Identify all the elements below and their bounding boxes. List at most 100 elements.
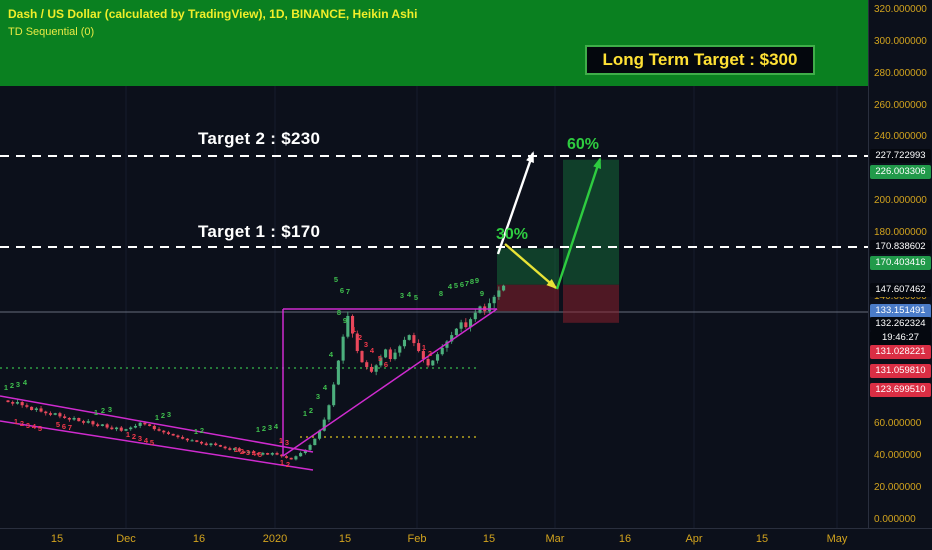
- target-dashed-lines[interactable]: [0, 155, 868, 248]
- svg-text:3: 3: [400, 291, 404, 300]
- svg-text:1: 1: [279, 436, 283, 445]
- time-tick-label: 15: [755, 533, 769, 545]
- svg-text:2: 2: [262, 424, 266, 433]
- svg-text:1: 1: [256, 425, 260, 434]
- svg-text:4: 4: [23, 378, 28, 387]
- chart-svg[interactable]: 1 2 3 41 2 3 4 5 5 6 71 2 31 2 3 4 51 2 31 21 2 3 4 51 2 3 41 31 21 2…: [0, 0, 868, 528]
- svg-text:6: 6: [384, 360, 388, 369]
- svg-text:1: 1: [155, 413, 159, 422]
- svg-text:5: 5: [258, 450, 262, 459]
- svg-text:3: 3: [138, 434, 142, 443]
- time-tick-label: Apr: [685, 533, 703, 545]
- time-tick-label: 15: [338, 533, 352, 545]
- svg-text:1: 1: [280, 458, 284, 467]
- svg-text:3: 3: [364, 340, 368, 349]
- svg-text:2: 2: [10, 381, 14, 390]
- projection-arrows[interactable]: [496, 151, 602, 290]
- svg-text:1: 1: [303, 409, 307, 418]
- td-sequential-numbers: 1 2 3 41 2 3 4 5 5 6 71 2 31 2 3 4 51 2 31 21 2 3 4 51 2 3 41 31 21 2…: [4, 275, 484, 469]
- svg-text:2: 2: [309, 406, 313, 415]
- price-tick-label: 200.000000: [874, 195, 927, 207]
- svg-text:2: 2: [358, 333, 362, 342]
- svg-text:4: 4: [32, 422, 37, 431]
- svg-text:2: 2: [240, 447, 244, 456]
- price-tick-label: 240.000000: [874, 131, 927, 143]
- time-tick-label: 2020: [262, 533, 288, 545]
- svg-text:5: 5: [378, 354, 382, 363]
- svg-text:3: 3: [108, 405, 112, 414]
- svg-text:3: 3: [246, 448, 250, 457]
- svg-text:2: 2: [161, 411, 165, 420]
- target1-label[interactable]: Target 1 : $170: [198, 222, 321, 241]
- price-flag-label: 132.262324: [870, 317, 931, 331]
- price-tick-label: 0.000000: [874, 514, 916, 525]
- svg-text:3: 3: [167, 410, 171, 419]
- pct-60-label[interactable]: 60%: [567, 136, 600, 153]
- price-tick-label: 320.000000: [874, 3, 927, 15]
- svg-text:4: 4: [252, 449, 257, 458]
- svg-text:7: 7: [68, 423, 72, 432]
- svg-text:2: 2: [132, 432, 136, 441]
- time-tick-label: 16: [192, 533, 206, 545]
- header-band: Dash / US Dollar (calculated by TradingV…: [0, 0, 868, 86]
- svg-text:4: 4: [144, 436, 149, 445]
- svg-text:1: 1: [234, 445, 238, 454]
- svg-text:7: 7: [346, 287, 350, 296]
- svg-text:1: 1: [14, 417, 18, 426]
- svg-text:6: 6: [340, 286, 344, 295]
- svg-text:9: 9: [480, 289, 484, 298]
- svg-text:8: 8: [439, 289, 443, 298]
- svg-text:9: 9: [343, 316, 347, 325]
- trend-lines[interactable]: [0, 308, 498, 471]
- price-tick-label: 280.000000: [874, 67, 927, 79]
- price-flag-label: 123.699510: [870, 383, 931, 397]
- time-tick-label: May: [826, 533, 848, 545]
- price-tick-label: 180.000000: [874, 227, 927, 239]
- price-tick-label: 300.000000: [874, 35, 927, 47]
- position-projection-boxes[interactable]: [497, 159, 619, 323]
- time-tick-label: 16: [618, 533, 632, 545]
- price-flag-label: 227.722993: [870, 149, 931, 163]
- price-flag-label: 170.403416: [870, 256, 931, 270]
- price-axis[interactable]: 320.000000 300.000000 280.000000 260.000000…: [868, 0, 932, 528]
- time-tick-label: Dec: [116, 533, 136, 545]
- time-tick-label: Feb: [407, 533, 427, 545]
- svg-text:3: 3: [268, 423, 272, 432]
- price-tick-label: 20.000000: [874, 482, 922, 494]
- long-term-target-label[interactable]: Long Term Target : $300: [585, 45, 815, 75]
- svg-text:2: 2: [101, 406, 105, 415]
- price-flag-label: 226.003306: [870, 165, 931, 179]
- svg-text:4: 4: [448, 282, 453, 291]
- indicator-label[interactable]: TD Sequential (0): [8, 26, 95, 38]
- svg-text:3: 3: [26, 421, 30, 430]
- price-flag-label: 131.059810: [870, 364, 931, 378]
- price-flag-label: 147.607462: [870, 283, 931, 297]
- svg-text:5: 5: [334, 275, 338, 284]
- svg-text:2: 2: [200, 426, 204, 435]
- svg-text:1: 1: [422, 343, 426, 352]
- svg-text:1: 1: [94, 408, 98, 417]
- svg-text:6: 6: [460, 280, 464, 289]
- price-flag-label: 131.028221: [870, 345, 931, 359]
- svg-text:1: 1: [194, 427, 198, 436]
- price-tick-label: 60.000000: [874, 418, 922, 430]
- svg-text:4: 4: [329, 350, 334, 359]
- target2-label[interactable]: Target 2 : $230: [198, 129, 321, 148]
- svg-text:5: 5: [454, 281, 458, 290]
- svg-text:5: 5: [38, 424, 42, 433]
- svg-text:1: 1: [352, 325, 356, 334]
- price-flag-label: 19:46:27: [870, 331, 931, 345]
- price-tick-label: 260.000000: [874, 99, 927, 111]
- price-tick-label: 40.000000: [874, 450, 922, 462]
- svg-text:3: 3: [316, 392, 320, 401]
- svg-text:3: 3: [285, 438, 289, 447]
- svg-text:8: 8: [337, 308, 341, 317]
- time-axis[interactable]: 15 Dec 16 2020 15 Feb 15 Mar 16 Apr 15 May: [0, 528, 932, 550]
- price-flag-label: 170.838602: [870, 240, 931, 254]
- pct-30-label[interactable]: 30%: [496, 226, 529, 243]
- svg-text:4: 4: [323, 383, 328, 392]
- svg-text:2: 2: [286, 460, 290, 469]
- svg-text:5: 5: [56, 420, 60, 429]
- svg-text:4: 4: [370, 346, 375, 355]
- dotted-levels[interactable]: [0, 367, 477, 438]
